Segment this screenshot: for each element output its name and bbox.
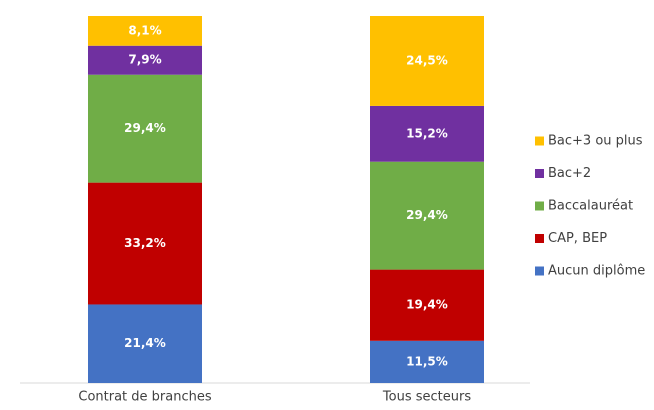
bar-segment <box>88 45 202 75</box>
value-label: 24,5% <box>406 53 448 67</box>
value-label: 29,4% <box>124 121 166 135</box>
bar-segment <box>370 269 484 341</box>
x-tick-label: Tous secteurs <box>382 390 471 405</box>
legend-swatch <box>535 169 544 178</box>
legend-label: Bac+3 ou plus <box>548 134 643 149</box>
value-label: 33,2% <box>124 236 166 250</box>
value-label: 21,4% <box>124 336 166 350</box>
bar-segment <box>370 340 484 383</box>
legend-swatch <box>535 266 544 276</box>
bar-segment <box>370 161 484 270</box>
bar-segment <box>370 16 484 106</box>
legend-label: Bac+2 <box>548 166 591 181</box>
value-label: 19,4% <box>406 298 448 312</box>
value-label: 8,1% <box>128 23 161 37</box>
legend-swatch <box>535 201 544 211</box>
bar-segment <box>88 304 202 383</box>
x-tick-label: Contrat de branches <box>78 390 211 405</box>
value-label: 29,4% <box>406 208 448 222</box>
bar-segment <box>88 182 202 305</box>
legend-label: Baccalauréat <box>548 199 633 214</box>
legend-label: Aucun diplôme <box>548 264 645 279</box>
legend-swatch <box>535 234 544 243</box>
legend-label: CAP, BEP <box>548 231 607 246</box>
legend-swatch <box>535 136 544 146</box>
value-label: 7,9% <box>128 53 161 67</box>
bar-segment <box>88 16 202 46</box>
value-label: 15,2% <box>406 126 448 140</box>
bar-segment <box>88 74 202 183</box>
value-label: 11,5% <box>406 354 448 368</box>
bar-segment <box>370 105 484 162</box>
